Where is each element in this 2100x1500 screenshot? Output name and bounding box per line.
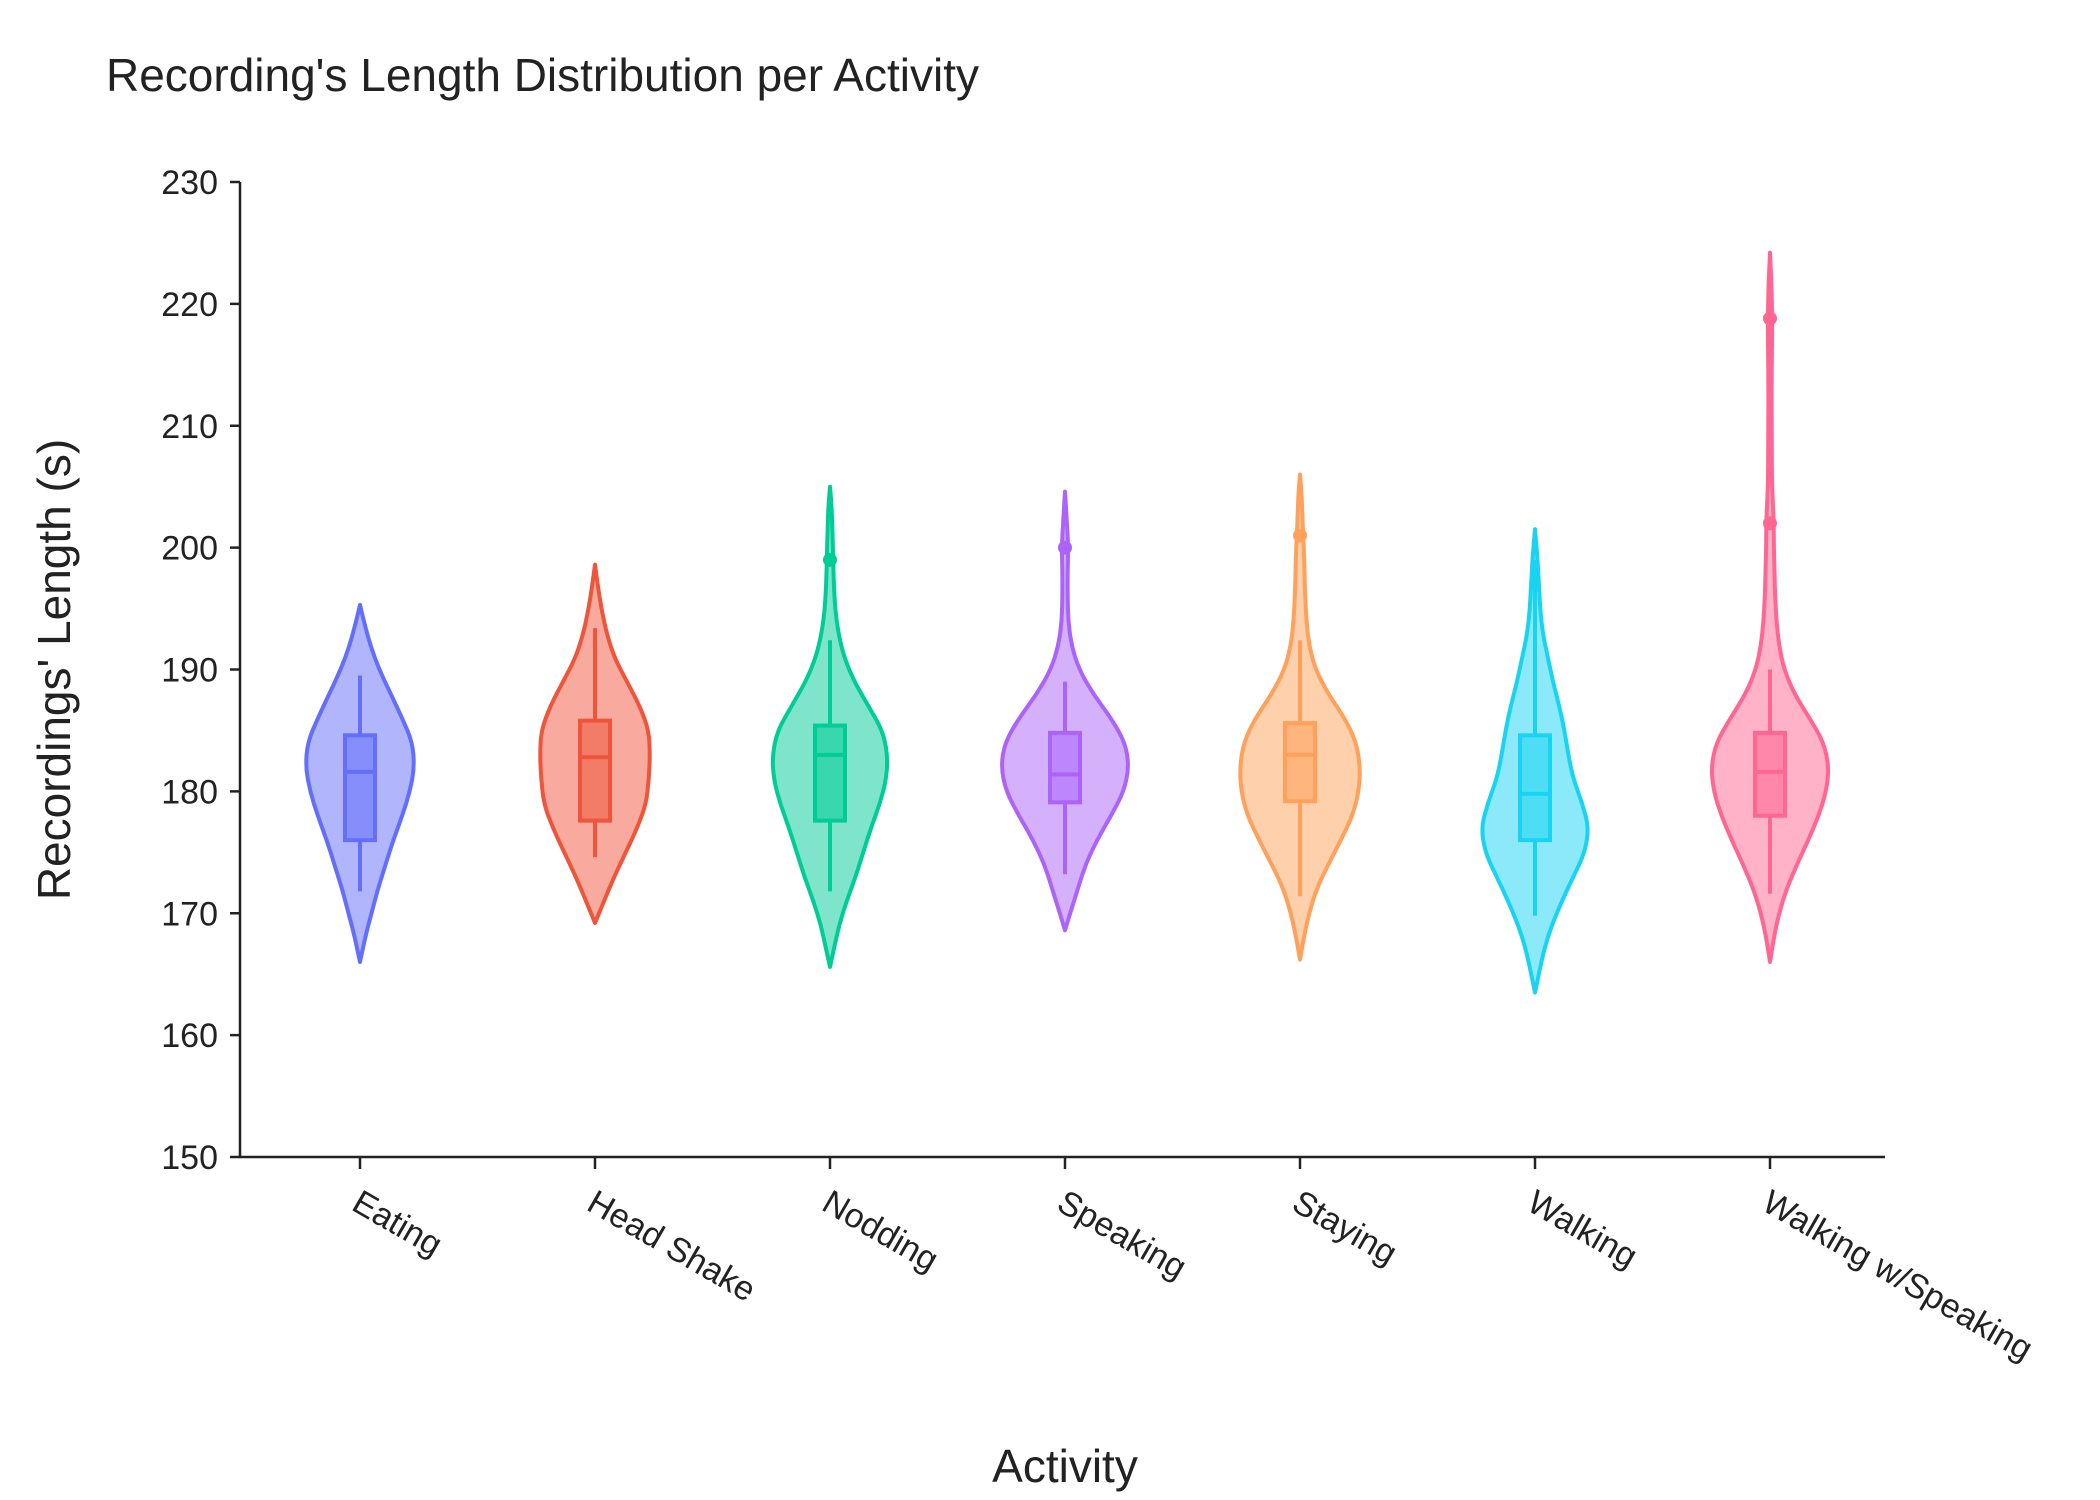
outlier-point — [1763, 516, 1777, 531]
y-tick-label: 190 — [161, 652, 218, 690]
outlier-point — [823, 552, 837, 567]
violin-speaking — [1000, 489, 1130, 933]
x-tick-label: Nodding — [816, 1183, 945, 1279]
x-axis-title: Activity — [992, 1440, 1138, 1492]
violin-walking — [1480, 527, 1590, 995]
iqr-box — [1048, 730, 1082, 805]
y-tick-label: 220 — [161, 286, 218, 324]
iqr-box — [578, 718, 612, 823]
x-tick-label: Walking — [1521, 1183, 1644, 1276]
outlier-point — [1763, 311, 1777, 326]
outlier-point — [1293, 528, 1307, 543]
violin-eating — [304, 602, 416, 964]
violin-head-shake — [538, 562, 652, 925]
x-axis-ticks: Eating Head Shake Nodding Speaking Staying Wa… — [346, 1157, 2039, 1368]
x-tick-label: Staying — [1286, 1183, 1403, 1273]
y-tick-label: 180 — [161, 773, 218, 811]
y-axis-ticks: 150 160 170 180 190 200 210 220 230 — [161, 164, 240, 1177]
x-tick-label: Walking w/Speaking — [1756, 1183, 2039, 1368]
violin-nodding — [770, 484, 890, 969]
x-tick-label: Speaking — [1051, 1183, 1193, 1287]
violin-body — [1709, 250, 1831, 964]
y-axis-title: Recordings' Length (s) — [28, 439, 80, 900]
y-tick-label: 230 — [161, 164, 218, 202]
y-tick-label: 170 — [161, 895, 218, 933]
violin-staying — [1238, 472, 1362, 962]
y-tick-label: 210 — [161, 408, 218, 446]
y-tick-label: 160 — [161, 1017, 218, 1055]
outlier-point — [1058, 540, 1072, 555]
y-tick-label: 200 — [161, 530, 218, 568]
iqr-box — [1518, 733, 1552, 843]
violin-walking-w-speaking — [1709, 250, 1831, 964]
violins-layer — [304, 250, 1831, 995]
y-tick-label: 150 — [161, 1139, 218, 1177]
iqr-box — [1753, 730, 1787, 818]
x-tick-label: Eating — [346, 1183, 448, 1264]
iqr-box — [343, 733, 377, 843]
x-tick-label: Head Shake — [581, 1183, 762, 1309]
iqr-box — [813, 723, 847, 823]
chart-title: Recording's Length Distribution per Acti… — [106, 49, 979, 101]
iqr-box — [1283, 721, 1317, 804]
